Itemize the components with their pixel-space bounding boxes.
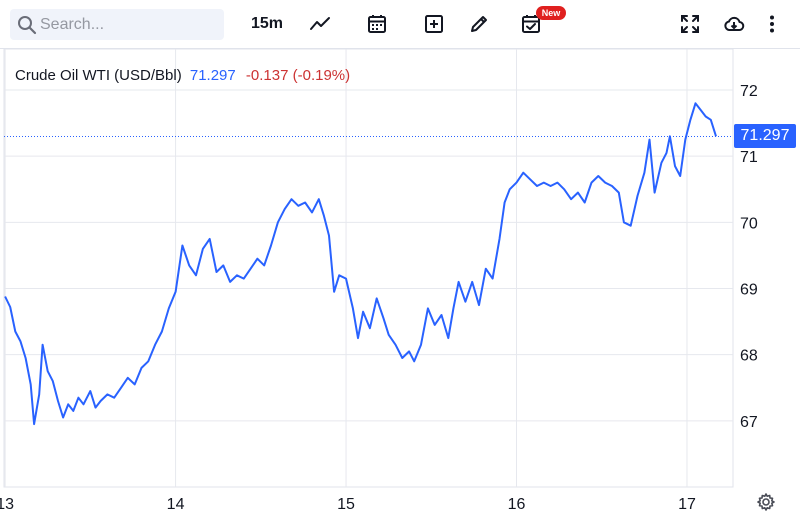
fullscreen-icon (681, 15, 699, 33)
new-badge: New (536, 6, 566, 20)
date-range-button[interactable] (363, 10, 391, 38)
pencil-icon (471, 16, 487, 32)
search-input[interactable] (40, 9, 220, 40)
x-tick-label: 15 (337, 496, 355, 513)
plot-frame (3, 49, 734, 488)
toolbar: 15m (0, 0, 800, 48)
cloud-download-icon (724, 16, 745, 31)
events-button[interactable] (517, 10, 545, 38)
add-indicator-button[interactable] (420, 10, 448, 38)
y-tick-label: 71 (740, 149, 758, 166)
legend-last-price: 71.297 (189, 67, 236, 84)
y-tick-label: 70 (740, 215, 758, 232)
line-chart-icon (310, 17, 330, 30)
draw-button[interactable] (465, 10, 493, 38)
download-button[interactable] (720, 10, 748, 38)
y-tick-label: 72 (740, 83, 758, 100)
chart-type-button[interactable] (306, 10, 334, 38)
gear-icon[interactable] (756, 492, 776, 512)
x-tick-label: 14 (167, 496, 185, 513)
calendar-check-icon (522, 15, 540, 33)
y-tick-label: 68 (740, 348, 758, 365)
y-tick-label: 67 (740, 414, 758, 431)
fullscreen-button[interactable] (676, 10, 704, 38)
price-series-line (4, 102, 717, 426)
x-tick-label: 16 (508, 496, 526, 513)
calendar-icon (368, 15, 386, 33)
price-chart[interactable]: 67 68 69 70 71 72 13 14 15 16 17 (0, 49, 800, 516)
search-box[interactable] (10, 9, 224, 40)
search-icon (18, 16, 37, 35)
x-tick-label: 17 (678, 496, 696, 513)
more-button[interactable] (760, 10, 784, 38)
add-box-icon (425, 15, 443, 33)
interval-button[interactable]: 15m (250, 15, 284, 32)
legend-change: -0.137 (-0.19%) (245, 67, 351, 84)
last-price-tag: 71.297 (734, 123, 796, 148)
y-tick-label: 69 (740, 282, 758, 299)
legend-symbol-name: Crude Oil WTI (USD/Bbl) (15, 67, 182, 84)
chart-area[interactable]: 67 68 69 70 71 72 13 14 15 16 17 (0, 48, 800, 516)
more-vertical-icon (770, 15, 774, 33)
x-tick-label: 13 (0, 496, 14, 513)
chart-legend: Crude Oil WTI (USD/Bbl) 71.297 -0.137 (-… (15, 67, 350, 84)
